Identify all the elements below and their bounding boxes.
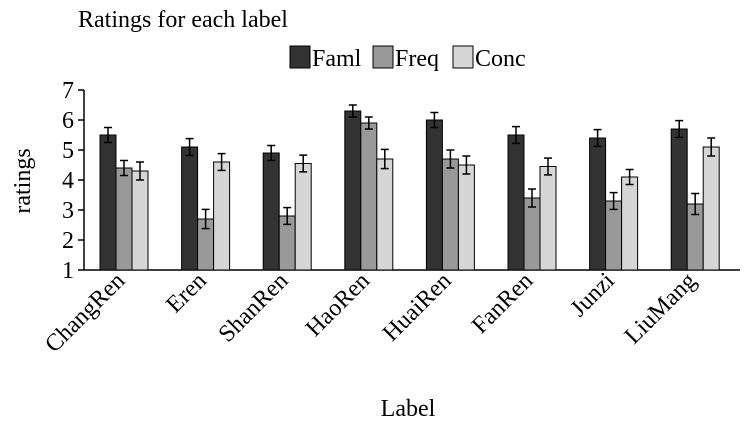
bar-haoren-conc [376,158,394,271]
legend-label-conc: Conc [475,46,526,72]
error-bar-liumang-faml [675,119,684,139]
error-bar-changren-faml [104,126,112,144]
category-label-fanren: FanRen [467,268,538,339]
bar-changren-conc [131,170,149,271]
error-bar-huairen-conc [462,155,471,175]
y-axis-label: ratings [10,148,36,213]
legend-label-freq: Freq [395,46,439,72]
error-bar-haoren-freq [364,116,373,130]
legend-swatch-faml [289,45,311,69]
error-bar-fanren-conc [544,157,552,176]
error-bar-huairen-faml [430,111,439,129]
error-bar-liumang-conc [707,137,716,157]
bar-haoren-faml [344,110,362,271]
error-bar-fanren-freq [528,188,536,208]
error-bar-junzi-freq [609,191,618,211]
bar-junzi-conc [621,176,639,271]
bar-fanren-faml [507,134,525,271]
legend-swatch-conc [452,45,474,69]
error-bar-eren-freq [201,208,210,230]
bar-huairen-faml [425,119,443,271]
bar-shanren-faml [262,152,280,271]
y-tick-label: 7 [62,78,74,104]
bar-haoren-freq [360,122,378,271]
bar-junzi-faml [589,137,607,271]
y-tick-label: 2 [62,228,74,254]
error-bar-shanren-faml [267,144,276,162]
category-labels: ChangRen Eren ShanRen HaoRen HuaiRen FanRen Ju… [40,268,701,358]
bar-changren-faml [99,134,117,271]
bars [99,110,720,271]
category-label-haoren: HaoRen [301,268,375,342]
error-bar-junzi-conc [625,168,634,186]
y-tick-label: 6 [62,108,74,134]
bar-liumang-conc [702,146,720,271]
error-bar-eren-conc [217,152,226,172]
bar-eren-conc [213,161,231,271]
category-label-eren: Eren [161,268,211,318]
bar-changren-freq [115,167,133,271]
error-bar-eren-faml [185,137,194,157]
error-bar-changren-freq [120,159,128,177]
error-bar-fanren-faml [512,125,520,145]
y-tick-label: 4 [62,168,74,194]
bar-junzi-freq [605,200,623,271]
error-bar-junzi-faml [593,128,602,148]
y-tick-label: 3 [62,198,74,224]
bar-liumang-faml [670,128,688,271]
y-ticks: 1 2 3 4 5 6 7 [62,78,84,284]
error-bar-shanren-conc [299,154,308,173]
error-bar-shanren-freq [283,206,292,226]
bar-shanren-conc [294,163,312,271]
legend: Faml Freq Conc [289,45,526,72]
error-bar-haoren-faml [348,104,357,118]
legend-label-faml: Faml [312,46,362,72]
bar-fanren-freq [523,197,541,271]
error-bar-haoren-conc [380,148,389,170]
bar-huairen-freq [441,158,459,271]
bar-eren-faml [181,146,199,271]
bar-huairen-conc [457,164,475,271]
category-label-shanren: ShanRen [214,268,294,348]
error-bars [104,104,716,230]
error-bar-huairen-freq [446,149,455,169]
chart-title: Ratings for each label [78,7,288,33]
category-label-liumang: LiuMang [620,268,702,350]
y-tick-label: 5 [62,138,74,164]
error-bar-changren-conc [136,161,144,181]
bar-fanren-conc [539,166,557,271]
category-label-junzi: Junzi [566,268,620,322]
y-tick-label: 1 [62,258,74,284]
category-label-changren: ChangRen [40,268,130,358]
category-label-huairen: HuaiRen [378,268,457,347]
error-bar-liumang-freq [691,192,700,216]
legend-swatch-freq [372,45,394,69]
x-axis-label: Label [381,396,436,422]
